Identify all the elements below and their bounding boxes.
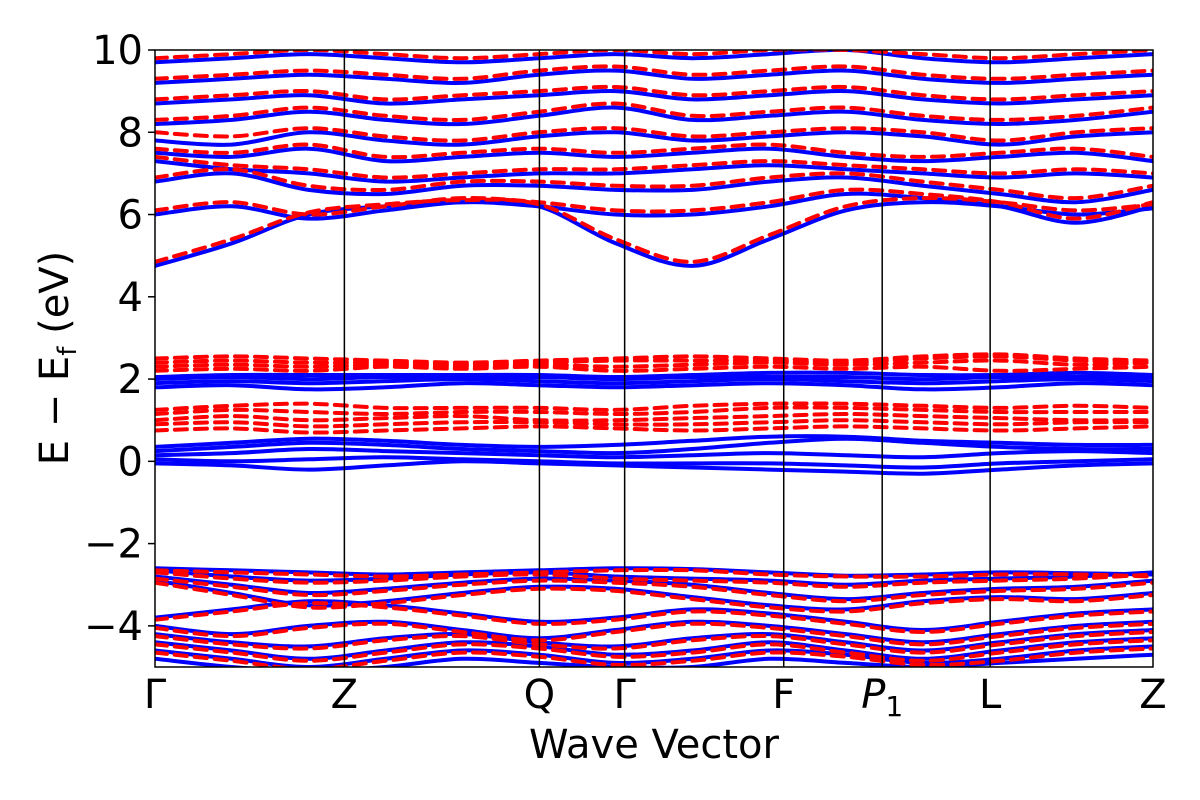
x-tick-label-3: Q bbox=[524, 672, 555, 718]
band-line-series2-valence-lines-1 bbox=[155, 567, 1153, 579]
x-tick-label-5: F bbox=[772, 672, 795, 718]
band-line-series1-mid-lines-3 bbox=[155, 446, 1153, 460]
band-line-series2-mid-lines-4 bbox=[155, 405, 1153, 417]
y-tick-label-3: 0 bbox=[118, 439, 143, 485]
y-axis-title-subscript: f bbox=[53, 346, 83, 356]
y-tick-label-6: 6 bbox=[118, 193, 143, 239]
y-axis: −4 −2 0 2 4 6 8 10 bbox=[84, 28, 155, 650]
y-tick-label-1: −4 bbox=[84, 604, 143, 650]
band-line-series2-valence-lines-4 bbox=[155, 580, 1153, 614]
y-tick-label-2: −2 bbox=[84, 522, 143, 568]
y-tick-label-5: 4 bbox=[118, 275, 143, 321]
band-line-series1-conduction-lines-7 bbox=[155, 105, 1153, 127]
band-line-series1-valence-lines-2 bbox=[155, 568, 1153, 587]
band-line-series2-upper-mid-lines-1 bbox=[155, 364, 1153, 373]
band-line-series2-valence-lines-5 bbox=[155, 601, 1153, 635]
band-line-series1-valence-lines-4 bbox=[155, 578, 1153, 612]
band-line-series1-upper-mid-lines-1 bbox=[155, 381, 1153, 392]
band-line-series1-mid-lines-2 bbox=[155, 455, 1153, 470]
band-line-series2-conduction-lines-7 bbox=[155, 101, 1153, 123]
x-tick-label-8: Z bbox=[1139, 672, 1166, 718]
x-tick-label-2: Z bbox=[331, 672, 358, 718]
x-tick-label-7: L bbox=[979, 672, 1002, 718]
band-line-series2-conduction-lines-8 bbox=[155, 84, 1153, 102]
band-line-series1-conduction-lines-8 bbox=[155, 89, 1153, 106]
x-axis-title: Wave Vector bbox=[529, 722, 780, 768]
band-line-series1-conduction-lines-4 bbox=[155, 159, 1153, 184]
band-line-series1-valence-lines-3 bbox=[155, 574, 1153, 602]
band-line-series2-valence-lines-7 bbox=[155, 630, 1153, 655]
band-line-series1-conduction-lines-5 bbox=[155, 146, 1153, 164]
band-line-series2-conduction-lines-1 bbox=[155, 195, 1153, 264]
band-line-series2-conduction-lines-5 bbox=[155, 142, 1153, 160]
band-line-series2-conduction-lines-3 bbox=[155, 167, 1153, 201]
band-line-series2-mid-lines-3 bbox=[155, 411, 1153, 423]
y-tick-label-8: 10 bbox=[92, 28, 143, 74]
band-line-series1-valence-lines-8 bbox=[155, 636, 1153, 661]
band-line-series1-conduction-lines-2 bbox=[155, 191, 1153, 225]
band-line-series2-valence-lines-8 bbox=[155, 638, 1153, 663]
band-line-series2-mid-lines-2 bbox=[155, 418, 1153, 429]
band-line-series2-conduction-lines-9 bbox=[155, 64, 1153, 81]
band-line-series1-conduction-lines-6 bbox=[155, 130, 1153, 147]
band-line-series1-mid-lines-5 bbox=[155, 434, 1153, 449]
band-line-series2-upper-mid-lines-4 bbox=[155, 352, 1153, 365]
band-line-series2-valence-lines-6 bbox=[155, 621, 1153, 647]
band-line-series2-valence-lines-9 bbox=[155, 646, 1153, 667]
y-axis-title-main: E − E bbox=[32, 356, 78, 466]
x-tick-label-4: Γ bbox=[613, 672, 636, 718]
plot-area bbox=[155, 50, 1153, 667]
band-line-series1-mid-lines-4 bbox=[155, 436, 1153, 456]
x-tick-label-1: Γ bbox=[144, 672, 167, 718]
band-line-series1-upper-mid-lines-4 bbox=[155, 370, 1153, 380]
band-line-series1-valence-lines-7 bbox=[155, 628, 1153, 653]
x-tick-label-6: P1 bbox=[861, 672, 903, 723]
band-line-series1-conduction-lines-10 bbox=[155, 50, 1153, 65]
band-line-series2-conduction-lines-2 bbox=[155, 187, 1153, 221]
band-line-series2-upper-mid-lines-3 bbox=[155, 354, 1153, 367]
band-line-series2-mid-lines-1 bbox=[155, 424, 1153, 435]
band-line-series1-upper-mid-lines-2 bbox=[155, 377, 1153, 386]
y-tick-label-4: 2 bbox=[118, 357, 143, 403]
high-symmetry-lines bbox=[343, 50, 991, 667]
band-line-series2-upper-mid-lines-2 bbox=[155, 358, 1153, 369]
plot-frame bbox=[154, 49, 1154, 668]
band-line-series1-conduction-lines-9 bbox=[155, 68, 1153, 85]
y-axis-title-unit: (eV) bbox=[32, 251, 78, 347]
band-line-series1-conduction-lines-3 bbox=[155, 171, 1153, 205]
band-line-series2-valence-lines-3 bbox=[155, 576, 1153, 604]
band-line-series1-mid-lines-1 bbox=[155, 459, 1153, 476]
y-axis-title: E − Ef (eV) bbox=[32, 251, 83, 466]
band-line-series2-conduction-lines-6 bbox=[155, 126, 1153, 143]
y-tick-label-7: 8 bbox=[118, 110, 143, 156]
x-axis: Γ Z Q Γ F P1 L Z bbox=[144, 672, 1167, 723]
band-line-series2-valence-lines-2 bbox=[155, 570, 1153, 589]
band-line-series2-conduction-lines-4 bbox=[155, 154, 1153, 180]
band-line-series2-mid-lines-5 bbox=[155, 401, 1153, 412]
